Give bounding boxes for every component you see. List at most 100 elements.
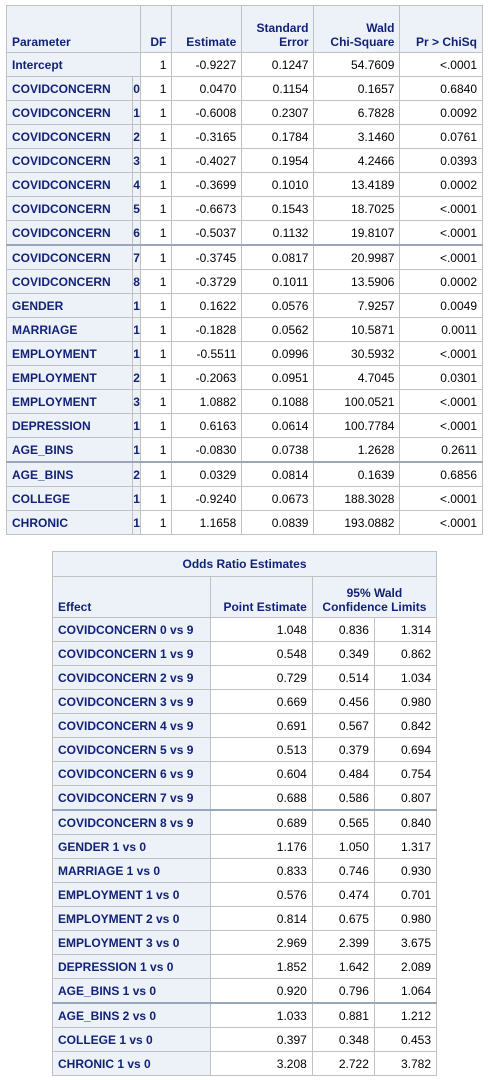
parameter-row: CHRONIC 1 1 1.1658 0.0839 193.0882 <.0001	[6, 510, 483, 535]
header-wald-chi-square-line2: Chi-Square	[330, 35, 395, 49]
odds-point-estimate: 3.208	[209, 1051, 313, 1076]
parameter-p-value: 0.0393	[399, 148, 483, 173]
parameter-p-value: <.0001	[399, 389, 483, 414]
parameter-row: AGE_BINS 2 1 0.0329 0.0814 0.1639 0.6856	[6, 461, 483, 487]
parameter-standard-error: 0.1132	[241, 220, 315, 246]
parameter-df: 1	[140, 269, 173, 294]
parameter-name: COVIDCONCERN	[6, 76, 133, 101]
parameter-level: 2	[131, 461, 142, 487]
parameter-row: COVIDCONCERN 7 1 -0.3745 0.0817 20.9987 <.0001	[6, 244, 483, 270]
parameter-name: COVIDCONCERN	[6, 100, 133, 125]
parameter-level: 2	[131, 365, 142, 390]
odds-point-estimate: 0.833	[209, 858, 313, 883]
odds-point-estimate: 0.513	[209, 737, 313, 762]
odds-lower-limit: 2.722	[311, 1051, 375, 1076]
parameter-name: COVIDCONCERN	[6, 124, 133, 149]
parameter-level: 3	[131, 148, 142, 173]
odds-effect: AGE_BINS 2 vs 0	[52, 1002, 211, 1028]
parameter-p-value: 0.6856	[399, 461, 483, 487]
parameter-row: COVIDCONCERN 0 1 0.0470 0.1154 0.1657 0.6840	[6, 76, 483, 101]
odds-point-estimate: 0.576	[209, 882, 313, 907]
parameter-standard-error: 0.1784	[241, 124, 315, 149]
odds-lower-limit: 0.675	[311, 906, 375, 931]
odds-row: COVIDCONCERN 8 vs 9 0.689 0.565 0.840	[52, 809, 438, 835]
parameter-chi-square: 7.9257	[313, 293, 401, 318]
odds-point-estimate: 0.397	[209, 1027, 313, 1052]
parameter-name: COVIDCONCERN	[6, 220, 133, 246]
odds-row: COVIDCONCERN 4 vs 9 0.691 0.567 0.842	[52, 713, 438, 738]
parameter-chi-square: 188.3028	[313, 486, 401, 511]
parameter-name: Intercept	[5, 52, 142, 77]
parameter-df: 1	[140, 389, 173, 414]
parameter-chi-square: 0.1657	[313, 76, 401, 101]
parameter-chi-square: 54.7609	[313, 52, 401, 77]
odds-point-estimate: 0.604	[209, 761, 313, 786]
parameter-level: 1	[131, 100, 142, 125]
parameter-row: AGE_BINS 1 1 -0.0830 0.0738 1.2628 0.2611	[6, 437, 483, 463]
header-pr-chisq: Pr > ChiSq	[399, 5, 483, 53]
odds-upper-limit: 0.840	[373, 809, 438, 835]
parameter-level: 1	[131, 293, 142, 318]
parameter-estimate: -0.1828	[171, 317, 243, 342]
parameter-standard-error: 0.1088	[241, 389, 315, 414]
odds-lower-limit: 0.379	[311, 737, 375, 762]
parameter-p-value: <.0001	[399, 244, 483, 270]
odds-upper-limit: 2.089	[373, 954, 438, 979]
parameter-p-value: <.0001	[399, 413, 483, 438]
parameter-standard-error: 0.0738	[241, 437, 315, 463]
odds-rows: COVIDCONCERN 0 vs 9 1.048 0.836 1.314 COVIDC…	[52, 617, 438, 1076]
header-confidence-limits-line2: Confidence Limits	[322, 600, 427, 614]
parameter-row: COVIDCONCERN 1 1 -0.6008 0.2307 6.7828 0.0092	[6, 100, 483, 125]
header-standard-error: Standard Error	[241, 5, 315, 53]
parameter-p-value: 0.0092	[399, 100, 483, 125]
parameter-df: 1	[140, 76, 173, 101]
parameter-standard-error: 0.1154	[241, 76, 315, 101]
parameter-standard-error: 0.0673	[241, 486, 315, 511]
parameter-estimate: -0.3745	[171, 244, 243, 270]
odds-upper-limit: 0.754	[373, 761, 438, 786]
parameter-chi-square: 6.7828	[313, 100, 401, 125]
parameter-estimate: 0.1622	[171, 293, 243, 318]
parameter-standard-error: 0.1954	[241, 148, 315, 173]
odds-point-estimate: 1.852	[209, 954, 313, 979]
odds-effect: COVIDCONCERN 5 vs 9	[52, 737, 211, 762]
parameter-level: 6	[131, 220, 142, 246]
header-standard-error-line2: Error	[279, 35, 309, 49]
parameter-level: 3	[131, 389, 142, 414]
parameter-p-value: 0.6840	[399, 76, 483, 101]
odds-effect: COVIDCONCERN 7 vs 9	[52, 785, 211, 811]
parameter-chi-square: 0.1639	[313, 461, 401, 487]
odds-lower-limit: 0.484	[311, 761, 375, 786]
parameter-df: 1	[140, 244, 173, 270]
odds-lower-limit: 0.456	[311, 689, 375, 714]
odds-row: EMPLOYMENT 1 vs 0 0.576 0.474 0.701	[52, 882, 438, 907]
odds-point-estimate: 0.691	[209, 713, 313, 738]
odds-upper-limit: 1.064	[373, 978, 438, 1004]
parameter-header-row: Parameter DF Estimate Standard Error Wal…	[5, 5, 483, 53]
odds-lower-limit: 0.514	[311, 665, 375, 690]
parameter-name: COVIDCONCERN	[6, 196, 133, 221]
odds-point-estimate: 1.176	[209, 834, 313, 859]
odds-row: DEPRESSION 1 vs 0 1.852 1.642 2.089	[52, 954, 438, 979]
odds-effect: AGE_BINS 1 vs 0	[52, 978, 211, 1004]
parameter-name: AGE_BINS	[6, 437, 133, 463]
parameter-level: 4	[131, 172, 142, 197]
odds-row: AGE_BINS 2 vs 0 1.033 0.881 1.212	[52, 1002, 438, 1028]
parameter-level: 0	[131, 76, 142, 101]
parameter-row: EMPLOYMENT 3 1 1.0882 0.1088 100.0521 <.0001	[6, 389, 483, 414]
parameter-name: COVIDCONCERN	[6, 244, 133, 270]
parameter-estimate: -0.3165	[171, 124, 243, 149]
parameter-p-value: <.0001	[399, 486, 483, 511]
parameter-df: 1	[140, 124, 173, 149]
parameter-level: 1	[131, 486, 142, 511]
odds-effect: EMPLOYMENT 2 vs 0	[52, 906, 211, 931]
odds-row: EMPLOYMENT 3 vs 0 2.969 2.399 3.675	[52, 930, 438, 955]
parameter-row: COVIDCONCERN 6 1 -0.5037 0.1132 19.8107 <.0001	[6, 220, 483, 246]
parameter-name: COLLEGE	[6, 486, 133, 511]
parameter-standard-error: 0.1247	[241, 52, 315, 77]
parameter-estimate: -0.6673	[171, 196, 243, 221]
odds-point-estimate: 2.969	[209, 930, 313, 955]
odds-upper-limit: 0.701	[373, 882, 438, 907]
parameter-row: COLLEGE 1 1 -0.9240 0.0673 188.3028 <.0001	[6, 486, 483, 511]
parameter-p-value: 0.0049	[399, 293, 483, 318]
